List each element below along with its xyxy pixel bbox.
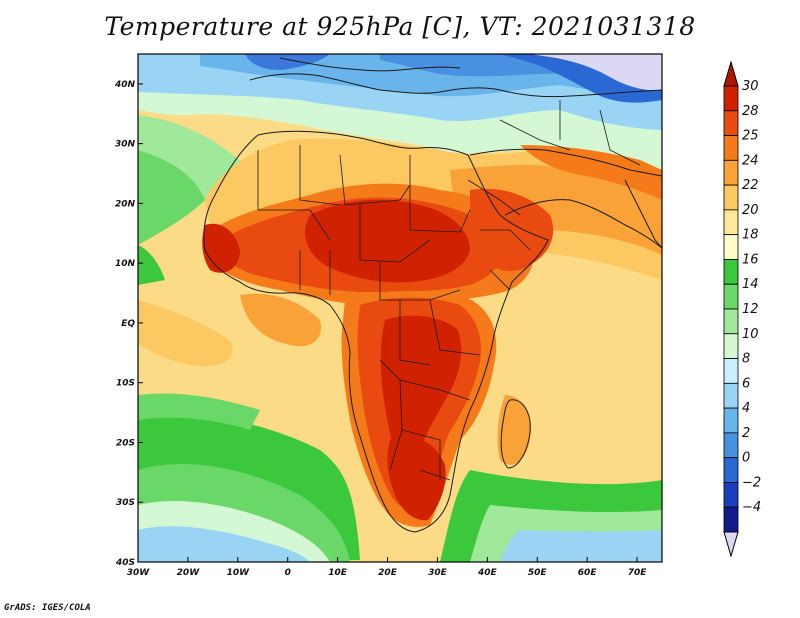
colorbar-label: −2: [742, 475, 761, 490]
colorbar-label: 4: [742, 401, 750, 416]
colorbar-swatch: [723, 283, 739, 310]
colorbar-swatch: [723, 308, 739, 335]
africa-coastline: [203, 130, 549, 533]
lon-tick-label: 10W: [227, 568, 251, 578]
lon-tick-label: 40E: [477, 568, 498, 578]
footer-credit: GrADS: IGES/COLA: [4, 603, 91, 613]
colorbar-swatch: [723, 159, 739, 186]
longitude-axis: 30W 20W 10W 0 10E 20E 30E 40E 50E 60E 70E: [127, 557, 647, 578]
colorbar-swatch: [723, 407, 739, 434]
coastlines: [203, 57, 662, 533]
colorbar-label: 2: [742, 426, 750, 441]
madagascar-coastline: [500, 399, 531, 469]
colorbar-swatch: [723, 184, 739, 211]
lon-tick-label: 30E: [428, 568, 448, 578]
colorbar-label: 0: [742, 451, 750, 466]
lat-tick-label: 10S: [116, 379, 135, 389]
lon-tick-label: 70E: [628, 568, 648, 578]
lat-tick-label: 40S: [115, 558, 135, 568]
colorbar-swatch: [723, 234, 739, 260]
colorbar-label: 16: [742, 252, 759, 267]
colorbar-label: 12: [742, 302, 759, 317]
colorbar-swatch: [723, 135, 739, 161]
colorbar-label: 8: [742, 352, 750, 367]
colorbar-swatch: [723, 209, 739, 236]
lat-tick-label: 20N: [115, 199, 136, 209]
colorbar-label: 20: [742, 203, 759, 218]
lon-tick-label: 30W: [127, 568, 151, 578]
map-frame: [137, 53, 663, 563]
lon-tick-label: 20E: [378, 568, 398, 578]
colorbar-label: −4: [742, 500, 761, 515]
colorbar-label: 6: [742, 376, 750, 391]
colorbar-swatch: [723, 358, 739, 384]
lat-tick-label: 40N: [114, 80, 136, 90]
colorbar-swatch: [723, 382, 739, 409]
lat-tick-label: 20S: [116, 438, 135, 448]
colorbar-swatch: [723, 432, 739, 459]
colorbar-top-arrow: [723, 60, 739, 87]
colorbar-swatch: [723, 482, 739, 508]
colorbar-swatch: [723, 457, 739, 483]
colorbar-swatch: [723, 110, 739, 136]
lat-tick-label: 30N: [115, 140, 136, 150]
colorbar-label: 30: [742, 79, 759, 94]
lat-tick-label: 10N: [115, 259, 136, 269]
lat-tick-label: 30S: [116, 498, 135, 508]
colorbar-label: 25: [742, 129, 759, 144]
latitude-axis: 40N 30N 20N 10N EQ 10S 20S 30S 40S: [114, 80, 143, 568]
country-borders: [257, 100, 641, 481]
colorbar-swatch: [723, 333, 739, 359]
colorbar-swatch: [723, 85, 739, 112]
lon-tick-label: 0: [285, 568, 291, 578]
lat-tick-label: EQ: [121, 319, 135, 329]
page-title: Temperature at 925hPa [C], VT: 202103131…: [104, 12, 696, 41]
colorbar-swatch: [723, 506, 739, 533]
arabia-coastline: [469, 148, 662, 249]
colorbar-label: 24: [742, 153, 759, 168]
india-coastline: [624, 179, 662, 249]
colorbar-label: 10: [742, 327, 759, 342]
lon-tick-label: 60E: [578, 568, 598, 578]
lon-tick-label: 20W: [177, 568, 201, 578]
colorbar-label: 14: [742, 277, 759, 292]
colorbar-swatch: [723, 259, 739, 285]
colorbar-label: 22: [742, 178, 759, 193]
lon-tick-label: 10E: [328, 568, 348, 578]
colorbar-label: 18: [742, 228, 759, 243]
lon-tick-label: 50E: [528, 568, 548, 578]
colorbar-bottom-arrow: [723, 531, 739, 558]
europe-coastline: [249, 57, 662, 98]
colorbar-label: 28: [742, 104, 759, 119]
